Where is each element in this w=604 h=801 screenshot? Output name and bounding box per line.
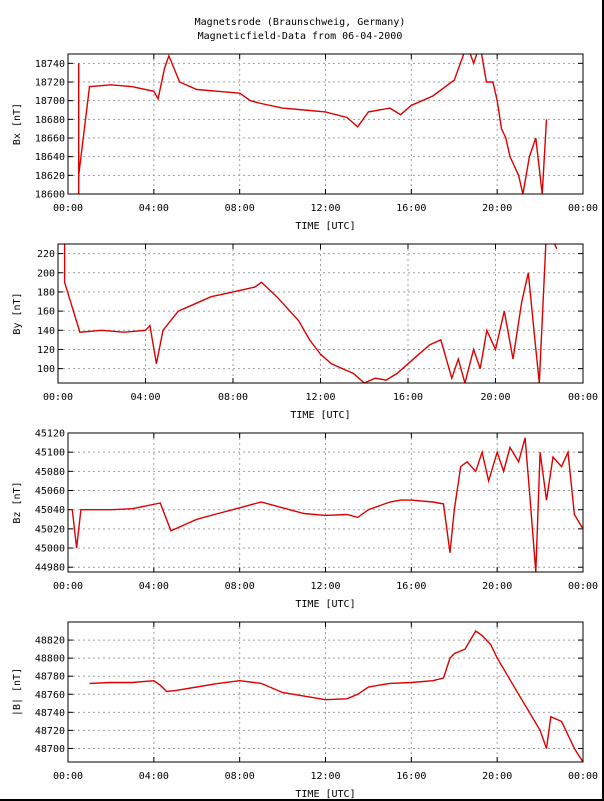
- y-tick-label: 45100: [35, 448, 65, 459]
- y-tick-label: 18640: [35, 152, 65, 163]
- panel-2: 00:00 04:00 08:00 12:00 16:00 20:00 00:00 100 12…: [12, 243, 598, 421]
- y-tick-label: 45020: [35, 524, 65, 535]
- y-tick-label: 45000: [35, 544, 65, 555]
- x-tick-label: 04:00: [139, 203, 169, 214]
- y-tick-label: 18600: [35, 190, 65, 201]
- x-tick-label: 20:00: [482, 203, 512, 214]
- x-tick-label: 04:00: [130, 392, 160, 403]
- y-tick-label: 48780: [35, 672, 65, 683]
- x-tick-label: 12:00: [305, 392, 335, 403]
- plot-border: [57, 243, 584, 384]
- x-tick-label: 00:00: [53, 203, 83, 214]
- x-tick-label: 00:00: [568, 581, 598, 592]
- x-tick-label: 20:00: [480, 392, 510, 403]
- panel-1: 00:00 04:00 08:00 12:00 16:00 20:00 00:00 18600…: [12, 53, 598, 232]
- plot-border: [67, 621, 584, 763]
- data-trace: [71, 437, 583, 572]
- x-tick-label: 00:00: [53, 581, 83, 592]
- x-tick-label: 08:00: [225, 581, 255, 592]
- plot-border: [67, 432, 584, 573]
- data-trace: [77, 54, 548, 194]
- x-tick-label: 04:00: [139, 581, 169, 592]
- y-tick-label: 18740: [35, 59, 65, 70]
- x-tick-label: 08:00: [225, 771, 255, 782]
- y-tick-label: 45080: [35, 467, 65, 478]
- x-tick-label: 16:00: [396, 771, 426, 782]
- y-tick-label: 44980: [35, 563, 65, 574]
- y-tick-label: 45040: [35, 505, 65, 516]
- x-axis-label: TIME [UTC]: [295, 789, 355, 800]
- x-tick-label: 12:00: [310, 581, 340, 592]
- panel-4: 00:00 04:00 08:00 12:00 16:00 20:00 00:00 48700…: [12, 621, 598, 800]
- y-tick-label: 48760: [35, 690, 65, 701]
- x-tick-label: 00:00: [568, 771, 598, 782]
- x-tick-label: 08:00: [225, 203, 255, 214]
- y-axis-label: By [nT]: [12, 292, 23, 334]
- x-tick-label: 04:00: [139, 771, 169, 782]
- chart-title-line1: Magnetsrode (Braunschweig, Germany): [195, 17, 406, 28]
- x-tick-label: 16:00: [396, 203, 426, 214]
- y-tick-label: 48700: [35, 744, 65, 755]
- x-axis-label: TIME [UTC]: [295, 221, 355, 232]
- plot-border: [67, 53, 584, 195]
- y-tick-label: 48820: [35, 636, 65, 647]
- y-tick-label: 48740: [35, 708, 65, 719]
- x-axis-label: TIME [UTC]: [295, 599, 355, 610]
- x-tick-label: 20:00: [482, 581, 512, 592]
- y-axis-label: |B| [nT]: [12, 668, 23, 716]
- y-tick-label: 48720: [35, 726, 65, 737]
- x-tick-label: 00:00: [43, 392, 73, 403]
- y-axis-label: Bz [nT]: [12, 481, 23, 523]
- y-tick-label: 180: [37, 287, 55, 298]
- x-tick-label: 12:00: [310, 203, 340, 214]
- x-tick-label: 12:00: [310, 771, 340, 782]
- y-tick-label: 18620: [35, 171, 65, 182]
- x-tick-label: 16:00: [396, 581, 426, 592]
- y-tick-label: 18700: [35, 96, 65, 107]
- x-tick-label: 00:00: [53, 771, 83, 782]
- y-tick-label: 220: [37, 249, 55, 260]
- y-tick-label: 45120: [35, 429, 65, 440]
- y-tick-label: 160: [37, 307, 55, 318]
- y-tick-label: 45060: [35, 486, 65, 497]
- y-tick-label: 200: [37, 268, 55, 279]
- y-tick-label: 100: [37, 364, 55, 375]
- data-trace: [63, 244, 558, 383]
- x-tick-label: 00:00: [568, 203, 598, 214]
- y-tick-label: 18660: [35, 134, 65, 145]
- y-tick-label: 48800: [35, 654, 65, 665]
- panel-3: 00:00 04:00 08:00 12:00 16:00 20:00 00:00 44980…: [12, 429, 598, 611]
- y-tick-label: 120: [37, 345, 55, 356]
- data-trace: [89, 629, 583, 762]
- y-tick-label: 18680: [35, 115, 65, 126]
- y-axis-label: Bx [nT]: [12, 103, 23, 145]
- x-tick-label: 20:00: [482, 771, 512, 782]
- y-tick-label: 18720: [35, 78, 65, 89]
- chart-title-line2: Magneticfield-Data from 06-04-2000: [198, 31, 403, 42]
- y-tick-label: 140: [37, 326, 55, 337]
- x-tick-label: 00:00: [568, 392, 598, 403]
- x-tick-label: 16:00: [393, 392, 423, 403]
- x-axis-label: TIME [UTC]: [290, 410, 350, 421]
- x-tick-label: 08:00: [218, 392, 248, 403]
